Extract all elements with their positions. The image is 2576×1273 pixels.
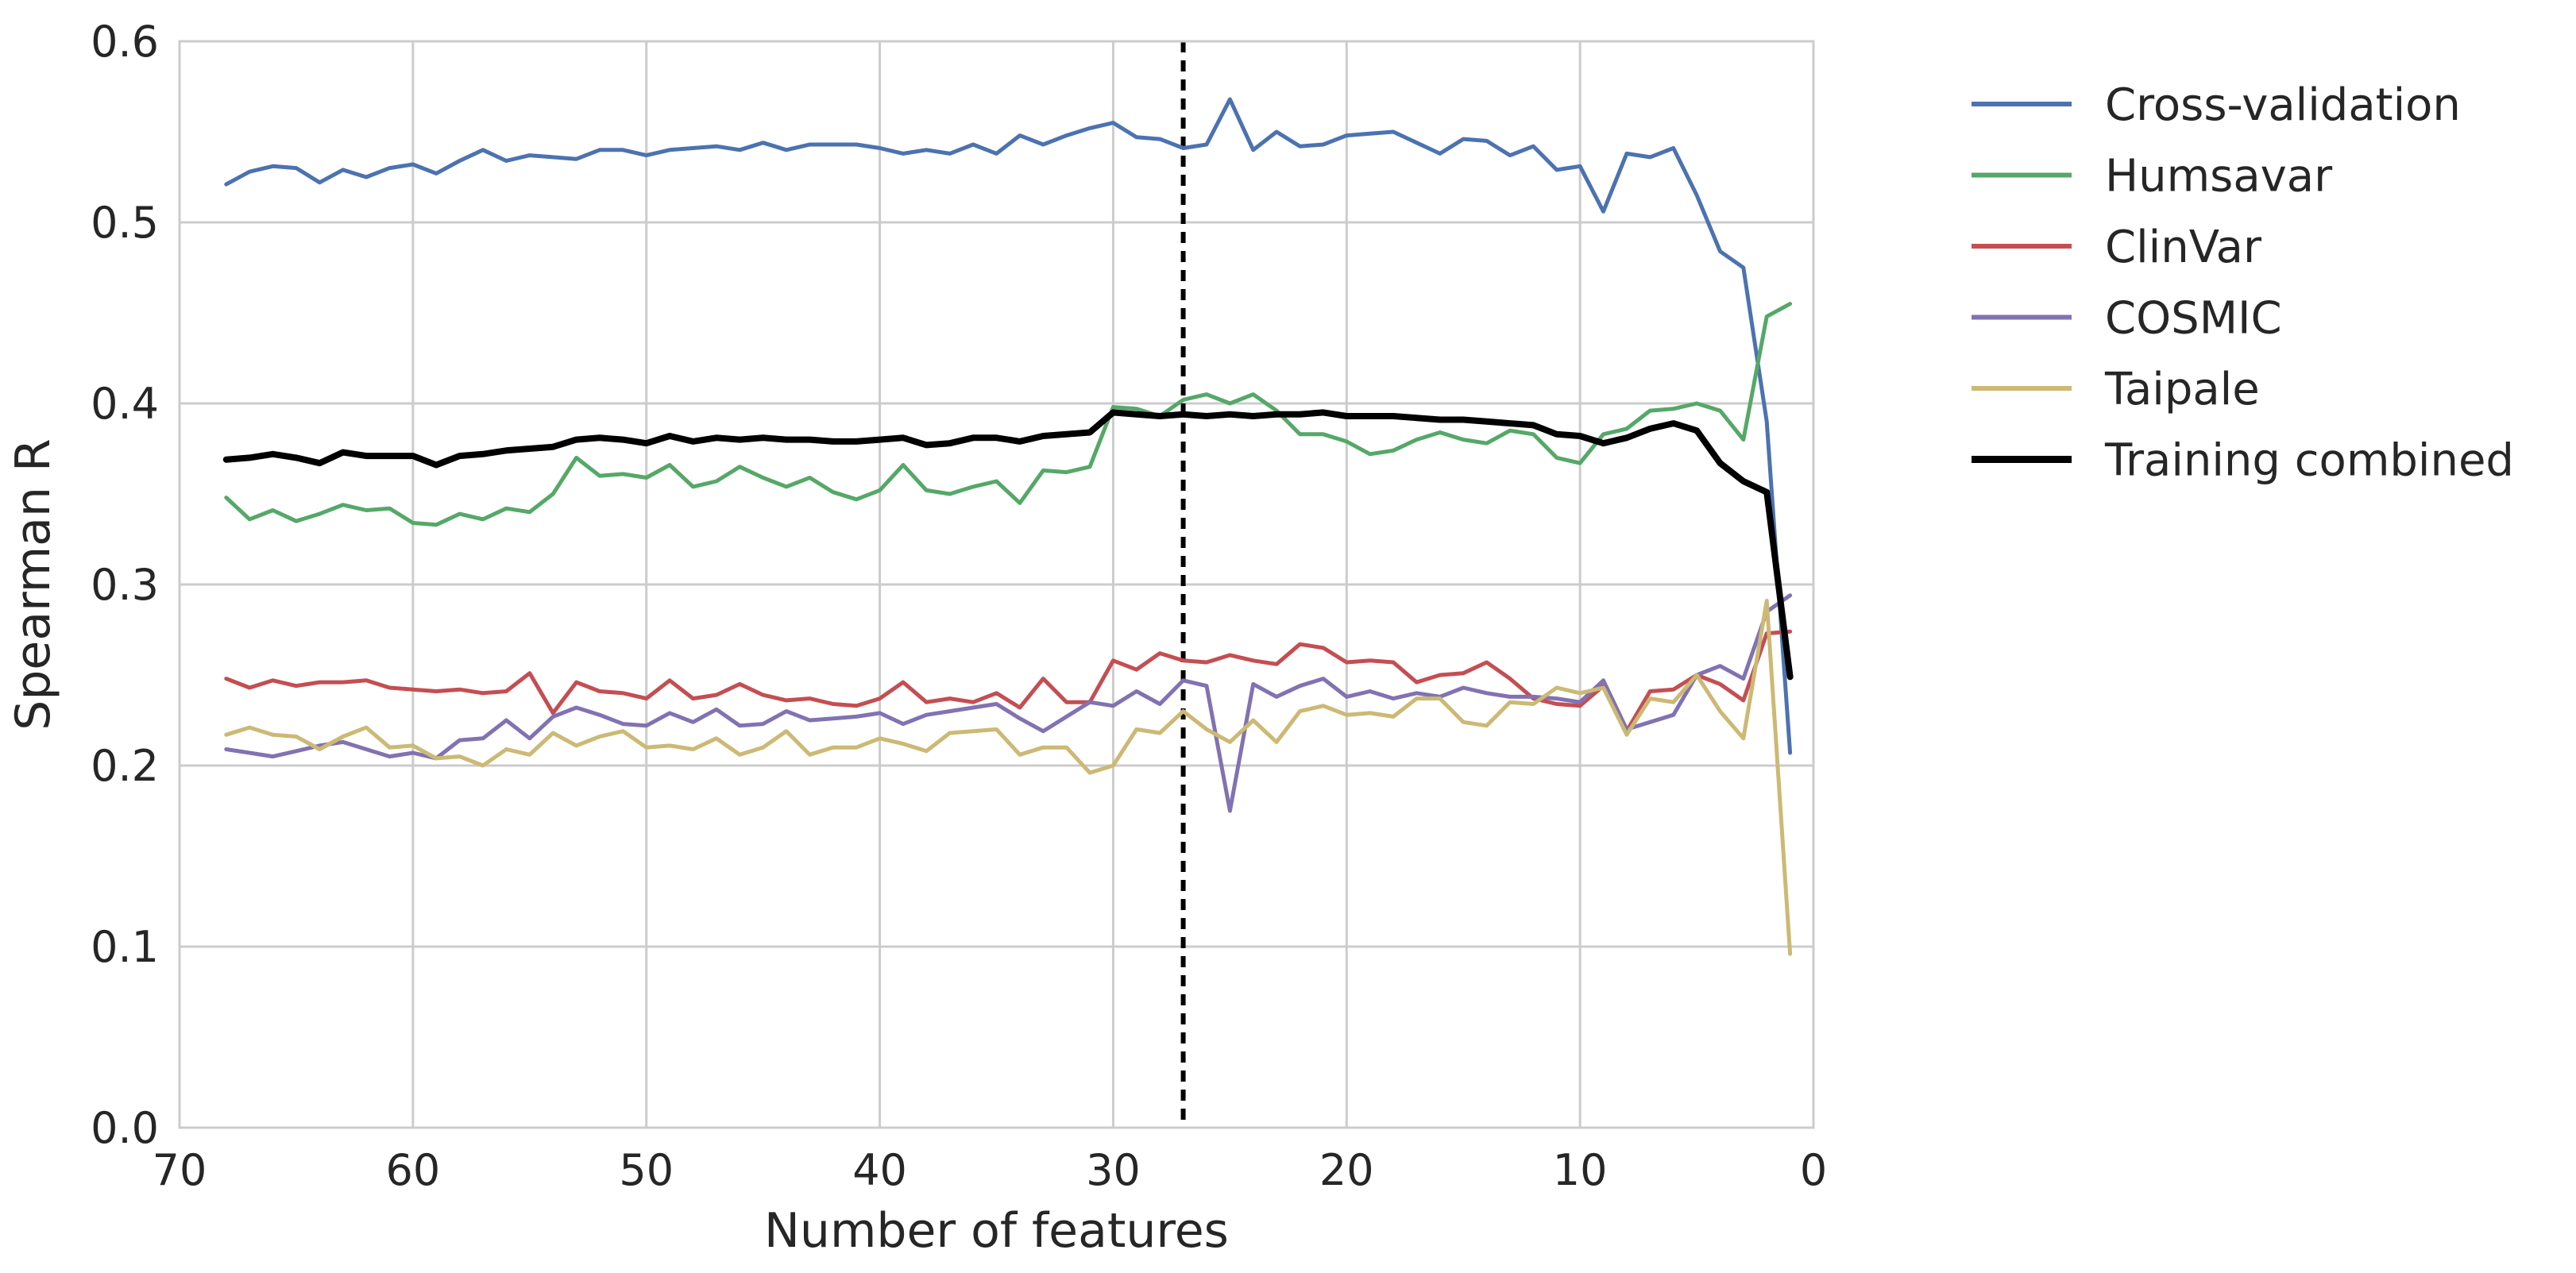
x-tick-label: 70 (153, 1145, 207, 1195)
y-tick-label: 0.6 (91, 17, 159, 67)
series-line-cosmic (224, 593, 1793, 813)
legend-label: COSMIC (2105, 293, 2282, 345)
x-tick-label: 10 (1553, 1145, 1608, 1195)
y-tick-label: 0.5 (91, 198, 159, 248)
plot-frame (178, 40, 1815, 1129)
y-tick-label: 0.4 (91, 379, 159, 429)
x-tick-label: 50 (619, 1145, 674, 1195)
tick-labels: 70 60 50 40 30 20 10 0 0.0 0.1 0.2 0.3 0.4 0.5 0.6 (91, 17, 1827, 1195)
legend-label: Training combined (2104, 435, 2514, 487)
series-line-taipale (224, 599, 1793, 956)
series-line-cross-validation (224, 97, 1793, 755)
y-tick-label: 0.3 (91, 560, 159, 610)
x-tick-label: 0 (1800, 1145, 1827, 1195)
series-line-training-combined (222, 409, 1794, 681)
legend-label: Cross-validation (2105, 79, 2461, 131)
y-tick-label: 0.0 (91, 1103, 159, 1153)
x-tick-label: 40 (852, 1145, 907, 1195)
legend-label: Taipale (2104, 364, 2260, 415)
legend-label: Humsavar (2105, 151, 2333, 203)
y-axis-label: Spearman R (6, 438, 61, 730)
series-line-humsavar (224, 302, 1793, 527)
legend-label: ClinVar (2105, 222, 2262, 273)
legend: Cross-validation Humsavar ClinVar COSMIC Tai… (1972, 79, 2514, 487)
y-tick-label: 0.2 (91, 741, 159, 791)
x-tick-label: 30 (1086, 1145, 1141, 1195)
x-tick-label: 20 (1319, 1145, 1374, 1195)
y-tick-label: 0.1 (91, 922, 159, 972)
x-tick-label: 60 (385, 1145, 440, 1195)
x-axis-label: Number of features (764, 1203, 1229, 1259)
series-layer (222, 97, 1794, 956)
